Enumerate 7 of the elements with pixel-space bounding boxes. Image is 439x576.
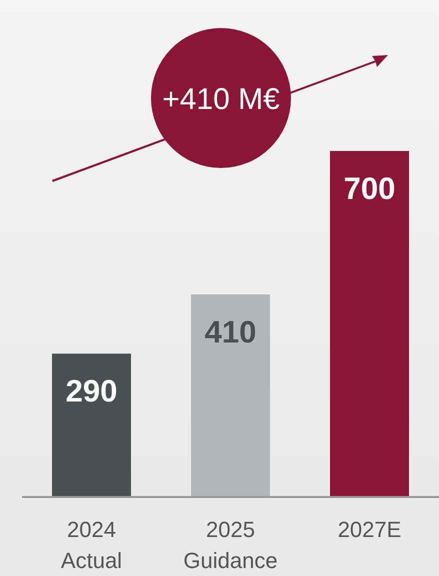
x-tick-label: 2024 Actual <box>60 517 122 573</box>
data-label: 290 <box>66 374 118 409</box>
text: +410 M€ <box>162 83 280 116</box>
data-label: 410 <box>204 314 256 350</box>
data-label: 700 <box>344 171 396 206</box>
x-tick-label: 2027E <box>338 517 402 542</box>
x-tick-label: 2025 Guidance <box>183 517 278 573</box>
